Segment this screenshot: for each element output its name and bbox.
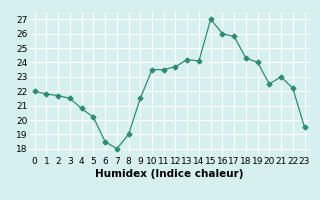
X-axis label: Humidex (Indice chaleur): Humidex (Indice chaleur) — [95, 169, 244, 179]
